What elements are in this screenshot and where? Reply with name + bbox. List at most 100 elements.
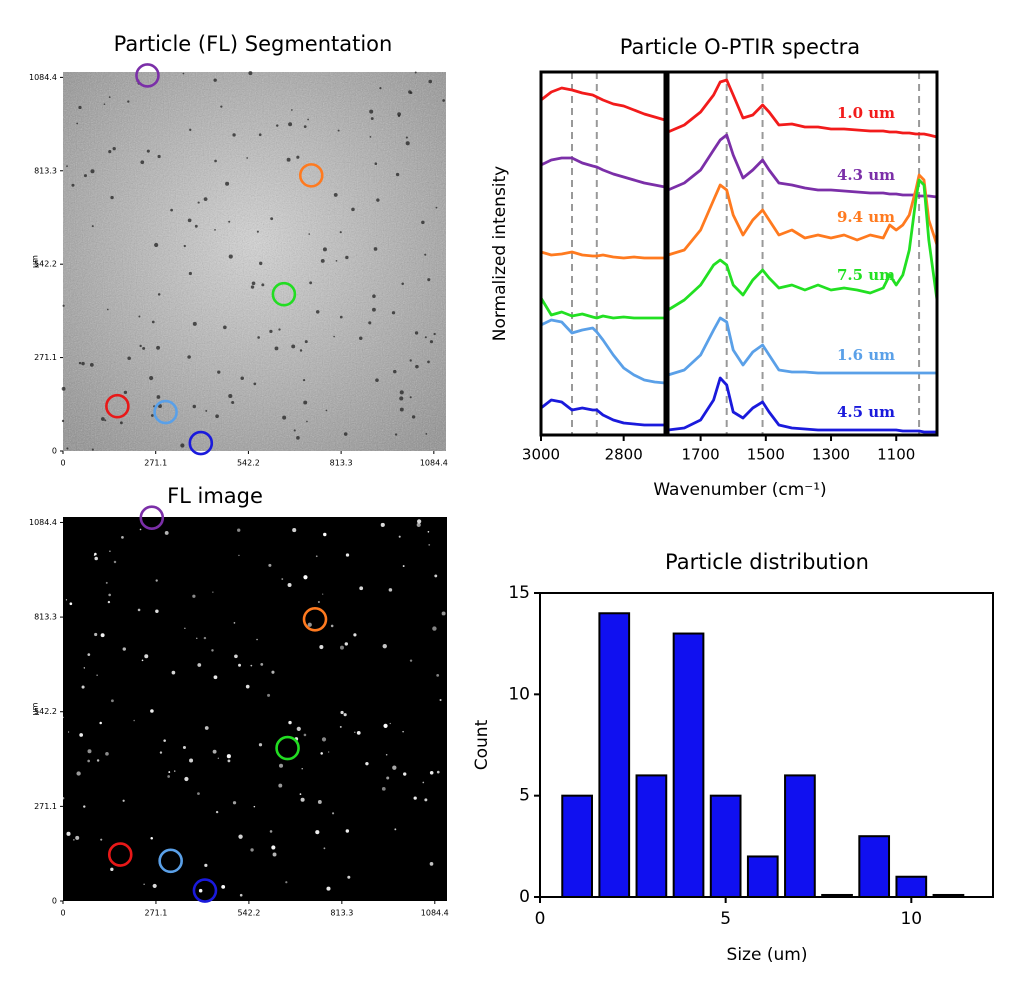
speckle	[343, 713, 347, 717]
spectrum-line	[667, 376, 937, 434]
speckle	[238, 834, 243, 839]
speckle	[326, 886, 331, 891]
speckle	[110, 867, 114, 872]
speckle	[253, 382, 257, 386]
chart-title: FL image	[167, 484, 263, 508]
y-axis-label: Normalized intensity	[490, 166, 510, 342]
y-tick-label: 813.3	[34, 613, 57, 622]
speckle	[369, 135, 372, 138]
x-tick-label: 0	[60, 459, 65, 468]
y-tick-label: 0	[519, 887, 530, 907]
speckle	[240, 376, 244, 381]
speckle	[322, 247, 327, 252]
y-axis-label: μm	[31, 702, 40, 715]
speckle	[323, 847, 326, 850]
speckle	[184, 776, 189, 782]
speckle	[104, 419, 107, 422]
speckle	[270, 217, 274, 221]
speckle	[340, 645, 344, 650]
speckle	[401, 282, 404, 286]
speckle	[320, 752, 323, 755]
bar	[784, 774, 816, 899]
speckle	[278, 783, 283, 788]
speckle	[250, 285, 255, 289]
speckle	[248, 71, 253, 76]
speckle	[192, 404, 197, 409]
speckle	[119, 421, 123, 425]
speckle	[137, 608, 141, 612]
speckle	[156, 395, 161, 399]
speckle	[214, 228, 216, 231]
speckle	[354, 731, 356, 733]
speckle	[149, 376, 154, 381]
image-grain	[63, 72, 446, 451]
speckle	[339, 315, 343, 319]
particle-circle	[107, 842, 133, 867]
speckle	[106, 308, 109, 311]
speckle	[103, 103, 106, 105]
speckle	[91, 448, 94, 451]
speckle	[155, 609, 159, 613]
particle-circle	[158, 848, 183, 874]
speckle	[282, 415, 287, 420]
speckle	[156, 345, 161, 350]
speckle	[303, 733, 307, 737]
speckle	[71, 183, 75, 187]
speckle	[296, 436, 300, 440]
speckle	[351, 207, 355, 212]
speckle	[196, 637, 198, 639]
spectrum-line	[667, 173, 939, 257]
spectrum-line	[667, 316, 937, 377]
speckle	[397, 114, 401, 118]
speckle	[369, 109, 374, 114]
spectrum-line	[540, 86, 666, 122]
speckle	[90, 169, 95, 174]
speckle	[427, 360, 430, 364]
speckle	[267, 693, 271, 697]
y-tick-label: 542.2	[34, 707, 57, 716]
spectrum-line	[540, 250, 665, 260]
speckle	[78, 105, 82, 110]
speckle	[227, 759, 231, 763]
speckle	[197, 663, 202, 667]
speckle	[398, 535, 401, 538]
speckle	[287, 582, 292, 588]
speckle	[269, 830, 273, 833]
speckle	[330, 624, 334, 628]
speckle	[333, 335, 335, 338]
speckle	[306, 420, 308, 423]
speckle	[212, 749, 217, 754]
speckle	[436, 673, 440, 677]
speckle	[188, 271, 192, 276]
speckle	[174, 770, 176, 772]
speckle	[75, 835, 80, 840]
x-tick-label: 542.2	[237, 909, 260, 918]
speckle	[251, 281, 256, 286]
particle-circle	[139, 505, 165, 530]
speckle	[105, 581, 108, 584]
y-axis-label: Count	[472, 719, 492, 770]
speckle	[343, 432, 348, 436]
speckle	[415, 364, 419, 369]
speckle	[296, 155, 300, 159]
bar	[895, 875, 928, 899]
speckle	[238, 663, 241, 667]
speckle	[198, 888, 203, 893]
speckle	[321, 737, 327, 742]
speckle	[211, 649, 214, 652]
speckle	[395, 172, 400, 177]
speckle	[259, 261, 263, 266]
speckle	[413, 796, 417, 800]
speckle	[399, 396, 404, 401]
speckle	[394, 433, 398, 436]
speckle	[122, 799, 125, 802]
particle-circle	[302, 606, 328, 632]
speckle	[168, 771, 171, 773]
speckle	[113, 560, 117, 564]
speckle	[100, 633, 105, 638]
speckle	[291, 109, 293, 111]
speckle	[427, 278, 431, 282]
speckle	[96, 674, 98, 676]
speckle	[315, 830, 320, 835]
speckle	[257, 336, 260, 339]
